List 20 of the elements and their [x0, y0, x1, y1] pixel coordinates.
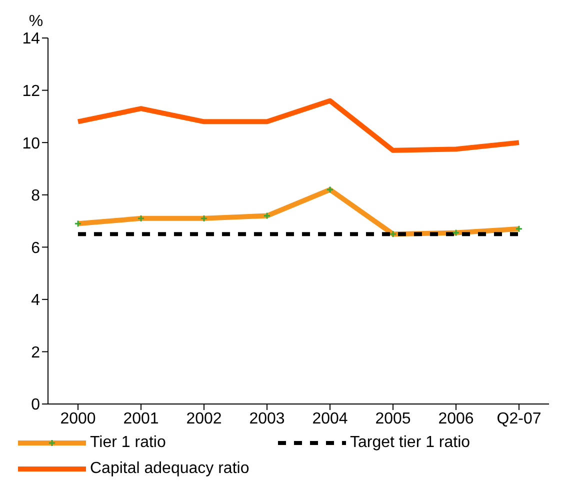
y-tick-label: 10 — [22, 135, 40, 152]
x-tick-label: 2005 — [375, 410, 411, 428]
y-tick-label: 2 — [31, 344, 40, 362]
legend-label: Capital adequacy ratio — [90, 460, 250, 478]
y-tick-label: 14 — [22, 30, 40, 48]
y-tick-label: 12 — [22, 82, 40, 100]
x-tick-label: 2001 — [123, 410, 159, 428]
x-tick-label: 2002 — [186, 410, 222, 428]
x-tick-label: Q2-07 — [496, 410, 542, 428]
x-tick-label: 2000 — [60, 410, 96, 428]
y-axis-title: % — [28, 13, 44, 30]
x-tick-label: 2003 — [249, 410, 285, 428]
y-tick-label: 0 — [31, 396, 40, 414]
y-tick-label: 8 — [31, 188, 40, 205]
x-tick-label: 2004 — [312, 410, 348, 428]
x-tick-label: 2006 — [438, 410, 474, 428]
legend-label: Tier 1 ratio — [90, 434, 166, 452]
y-tick-label: 4 — [31, 292, 40, 310]
legend-label: Target tier 1 ratio — [350, 434, 470, 452]
y-tick-label: 6 — [31, 240, 40, 257]
